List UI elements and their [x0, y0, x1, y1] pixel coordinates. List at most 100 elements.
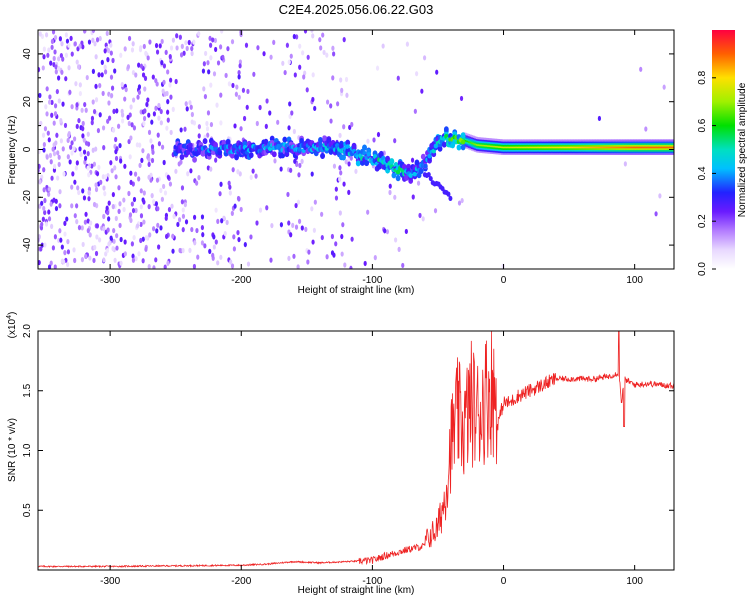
heatmap-cell [41, 132, 46, 138]
spectrogram-x-tick-label: 0 [501, 275, 507, 286]
heatmap-cell [494, 138, 497, 141]
heatmap-cell [469, 137, 472, 141]
heatmap-cell [598, 144, 601, 147]
heatmap-cell [633, 149, 636, 152]
heatmap-cell [155, 81, 159, 87]
heatmap-cell [540, 141, 543, 144]
heatmap-cell [500, 149, 504, 152]
heatmap-cell [518, 144, 521, 147]
heatmap-cell [95, 37, 100, 43]
heatmap-cell [502, 149, 505, 152]
heatmap-cell [634, 147, 637, 150]
heatmap-cell [620, 142, 623, 145]
heatmap-cell [350, 236, 354, 242]
heatmap-cell [488, 138, 491, 141]
heatmap-cell [219, 120, 223, 126]
heatmap-cell [617, 141, 620, 144]
heatmap-cell [507, 146, 510, 149]
heatmap-cell [606, 142, 609, 145]
heatmap-cell [666, 142, 669, 145]
heatmap-cell [530, 152, 534, 156]
heatmap-cell [59, 118, 63, 124]
heatmap-cell [139, 213, 144, 219]
heatmap-cell [637, 142, 641, 145]
heatmap-cell [571, 146, 574, 149]
heatmap-cell [636, 149, 639, 152]
heatmap-cell [574, 141, 578, 144]
heatmap-cell [78, 90, 82, 97]
heatmap-cell [113, 165, 117, 171]
heatmap-cell [618, 141, 622, 144]
heatmap-cell [310, 30, 314, 33]
heatmap-cell [573, 147, 576, 150]
snr-y-multiplier: (x104) [6, 312, 18, 339]
heatmap-cell [504, 147, 507, 150]
heatmap-cell [478, 137, 482, 140]
heatmap-cell [81, 133, 85, 139]
heatmap-cell [559, 139, 562, 142]
heatmap-cell [637, 152, 641, 156]
heatmap-cell [474, 147, 477, 151]
heatmap-cell [513, 144, 516, 147]
heatmap-cell [516, 142, 519, 145]
heatmap-cell [522, 151, 526, 154]
heatmap-cell [611, 146, 614, 149]
heatmap-cell [593, 146, 596, 149]
heatmap-cell [239, 126, 243, 132]
heatmap-cell [546, 149, 549, 152]
heatmap-cell [615, 147, 619, 150]
heatmap-cell [113, 257, 117, 263]
heatmap-cell [489, 141, 493, 144]
heatmap-cell [54, 69, 58, 75]
heatmap-cell [579, 139, 582, 142]
heatmap-cell [537, 144, 540, 147]
heatmap-cell [313, 199, 317, 205]
heatmap-cell [137, 62, 141, 68]
heatmap-cell [625, 152, 628, 156]
heatmap-cell [50, 175, 54, 181]
heatmap-cell [61, 146, 65, 152]
heatmap-cell [160, 38, 164, 45]
heatmap-cell [567, 141, 570, 144]
heatmap-cell [229, 259, 233, 265]
heatmap-cell [499, 140, 502, 144]
heatmap-cell [522, 152, 526, 156]
heatmap-cell [472, 142, 475, 145]
heatmap-cell [545, 152, 548, 156]
heatmap-cell [99, 179, 103, 185]
heatmap-cell [290, 110, 294, 116]
heatmap-cell [464, 141, 467, 144]
heatmap-cell [43, 197, 47, 204]
heatmap-cell [652, 139, 655, 142]
heatmap-cell [526, 146, 529, 149]
heatmap-cell [477, 148, 480, 152]
heatmap-cell [565, 151, 568, 154]
heatmap-cell [437, 145, 443, 152]
heatmap-cell [578, 139, 581, 142]
heatmap-cell [595, 147, 598, 150]
heatmap-cell [563, 151, 567, 154]
heatmap-cell [94, 54, 98, 60]
heatmap-cell [504, 151, 507, 154]
heatmap-cell [604, 139, 608, 142]
heatmap-cell [47, 216, 52, 222]
heatmap-cell [80, 225, 84, 231]
heatmap-cell [214, 207, 218, 213]
heatmap-cell [162, 63, 167, 69]
snr-y-tick-label: 2.0 [22, 324, 33, 338]
heatmap-cell [559, 147, 562, 150]
heatmap-cell [494, 150, 497, 153]
heatmap-cell [79, 151, 83, 158]
heatmap-cell [642, 144, 645, 147]
heatmap-cell [160, 60, 164, 66]
heatmap-cell [254, 173, 258, 179]
heatmap-cell [67, 42, 71, 48]
heatmap-cell [310, 171, 314, 177]
heatmap-cell [526, 149, 529, 152]
heatmap-cell [570, 146, 573, 149]
heatmap-cell [576, 139, 579, 142]
heatmap-cell [467, 142, 471, 145]
heatmap-cell [658, 152, 661, 156]
spectrogram-y-tick-label: 0 [22, 146, 33, 152]
